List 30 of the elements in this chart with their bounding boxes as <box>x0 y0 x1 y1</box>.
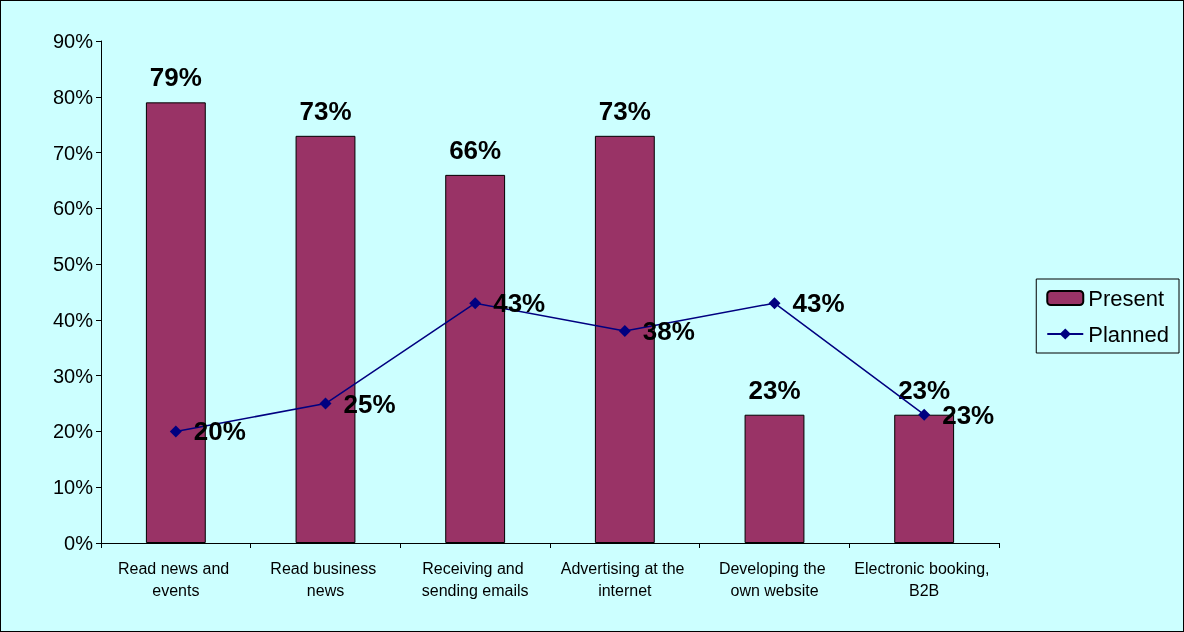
legend-label: Planned <box>1088 321 1170 347</box>
y-tick-label: 0% <box>64 532 94 554</box>
point <box>618 325 631 338</box>
legend-label: Present <box>1088 285 1165 311</box>
x-tick-label: Electronic booking, B2B <box>854 559 994 599</box>
x-tick-label: Advertising at the internet <box>560 559 689 599</box>
y-tick-label: 30% <box>52 364 94 387</box>
y-tick-label: 90% <box>52 30 94 52</box>
y-tick-label: 20% <box>52 420 94 443</box>
data-label: 23% <box>748 374 801 405</box>
data-label: 73% <box>598 95 651 126</box>
x-tick-label: Read business news <box>270 559 381 599</box>
y-tick-label: 40% <box>52 308 94 331</box>
y-tick-label: 80% <box>52 85 94 108</box>
point <box>918 408 931 421</box>
point <box>768 297 781 310</box>
point <box>319 397 332 410</box>
y-tick-label: 10% <box>52 476 94 499</box>
point <box>469 297 482 310</box>
y-tick-label: 50% <box>52 253 94 276</box>
y-tick-label: 70% <box>52 141 94 164</box>
x-tick-label: Read news and events <box>118 559 234 599</box>
point <box>169 425 182 438</box>
data-label: 79% <box>149 62 202 93</box>
data-label: 66% <box>449 134 502 165</box>
data-label: 43% <box>792 288 845 319</box>
y-tick-label: 60% <box>52 197 94 220</box>
data-label: 73% <box>299 95 352 126</box>
x-tick-label: Developing the own website <box>718 559 831 599</box>
x-tick-label: Receiving and sending emails <box>421 559 529 599</box>
